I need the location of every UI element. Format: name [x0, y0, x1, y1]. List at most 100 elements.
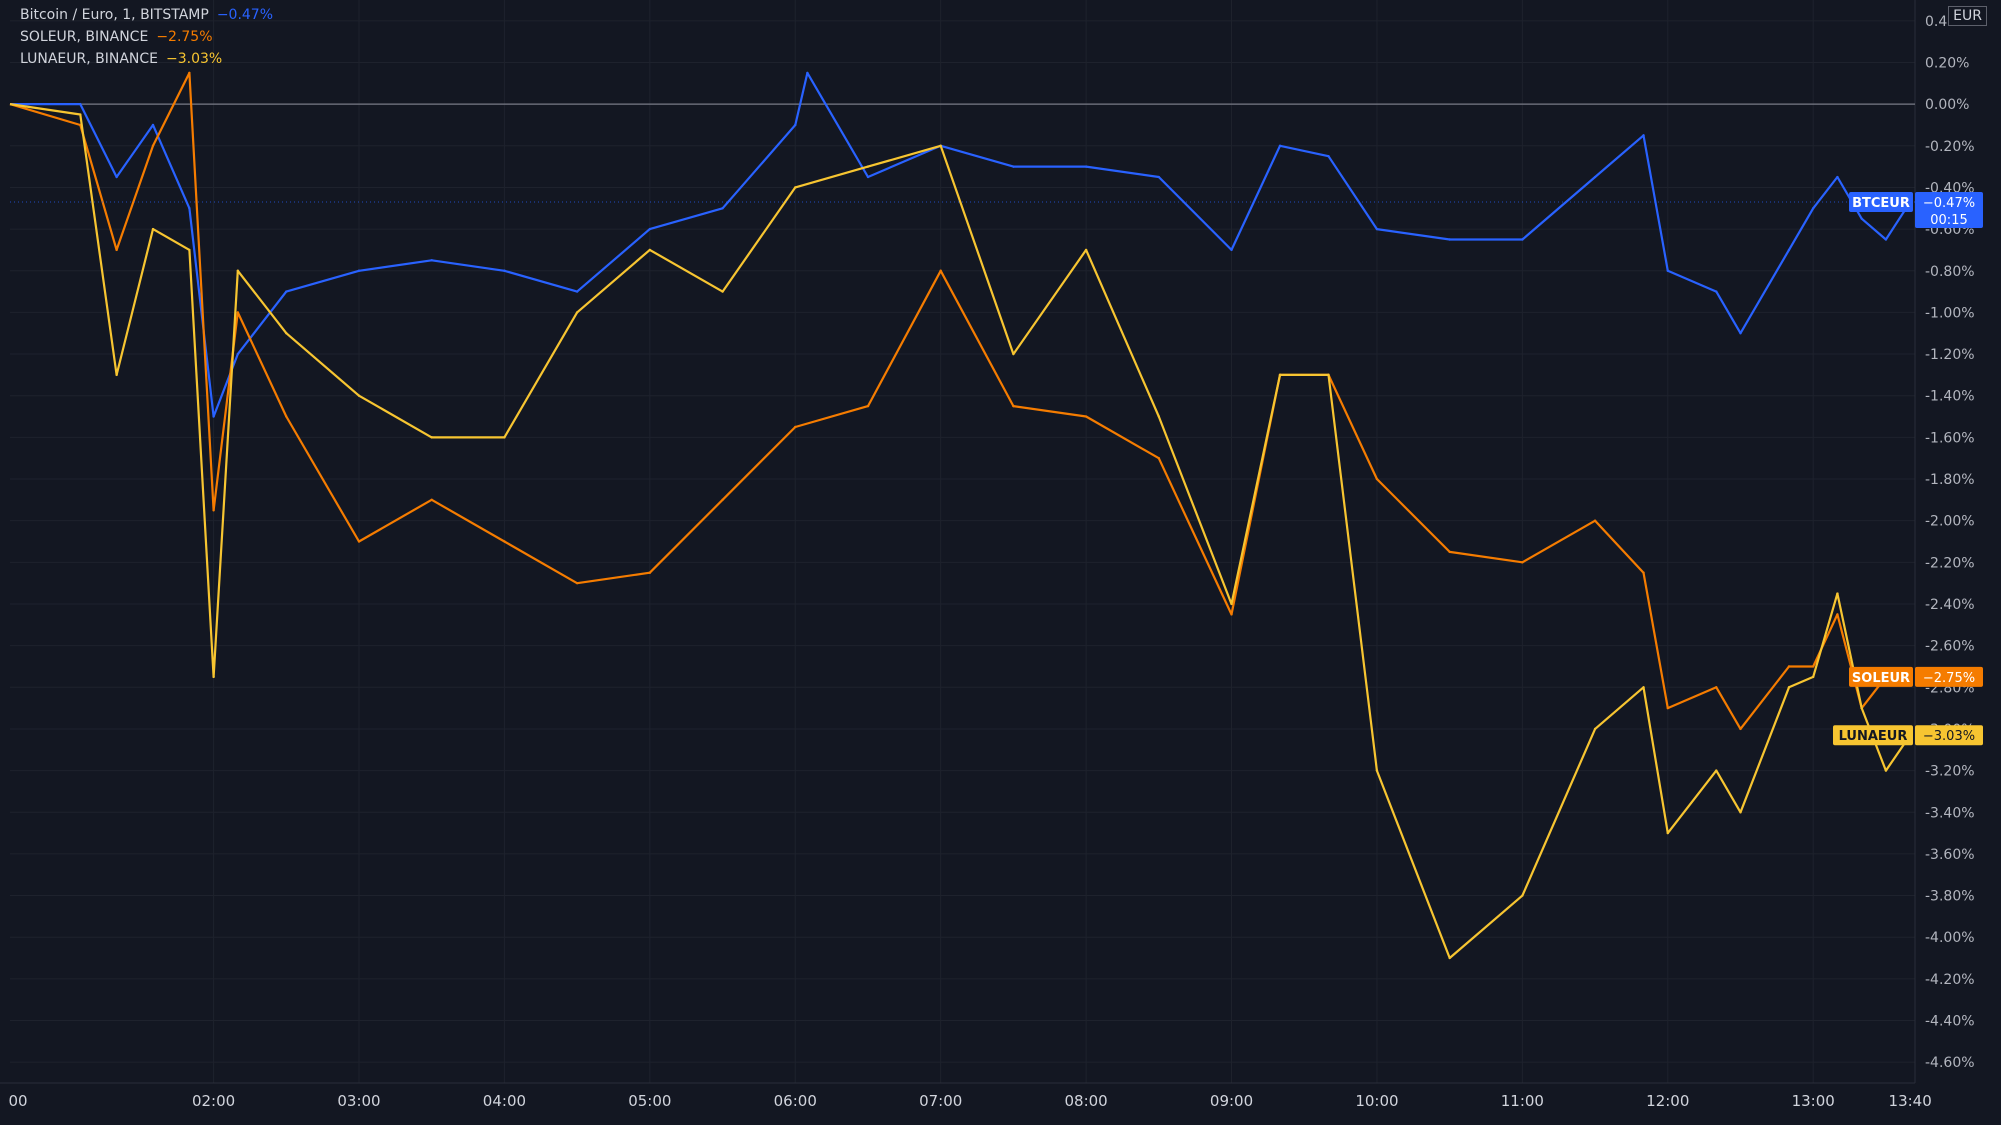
- y-tick-label-22: -4.00%: [1925, 930, 1975, 946]
- data-point-lunaeur-2: [151, 227, 155, 231]
- data-point-lunaeur-10: [575, 311, 579, 314]
- y-tick-label-21: -3.80%: [1925, 889, 1975, 905]
- data-point-btceur-30: [1739, 332, 1742, 335]
- data-point-btceur-13: [794, 123, 797, 127]
- legend-value-btc: −0.47%: [216, 7, 274, 23]
- data-point-soleur-7: [357, 540, 361, 543]
- data-point-lunaeur-13: [794, 186, 797, 189]
- data-point-soleur-27: [1666, 706, 1669, 710]
- currency-unit-badge[interactable]: EUR: [1948, 6, 1987, 26]
- data-point-soleur-19: [1230, 613, 1233, 616]
- series-tag-lunaeur: LUNAEUR: [1839, 729, 1908, 744]
- x-tick-label-1: 02:00: [192, 1092, 235, 1110]
- data-point-soleur-1: [115, 248, 118, 252]
- data-point-btceur-5: [236, 352, 240, 356]
- data-point-lunaeur-17: [1084, 248, 1088, 252]
- price-tag-bg-0: [1915, 192, 1983, 229]
- data-point-soleur-12: [721, 498, 724, 502]
- x-tick-label-2: 03:00: [337, 1092, 380, 1110]
- data-point-lunaeur-16: [1012, 352, 1015, 356]
- price-tag-value-0: −0.47%: [1923, 196, 1975, 211]
- price-tag-value-1: −2.75%: [1923, 671, 1975, 686]
- data-point-btceur-15: [866, 175, 870, 179]
- y-tick-label-23: -4.20%: [1925, 972, 1975, 988]
- series-tag-bg-2: [1833, 725, 1913, 746]
- data-point-lunaeur-14: [866, 165, 870, 168]
- y-tick-label-7: -1.00%: [1925, 305, 1975, 321]
- series-tag-btceur: BTCEUR: [1852, 196, 1910, 211]
- series-tag-soleur: SOLEUR: [1852, 671, 1910, 686]
- data-point-soleur-32: [1836, 613, 1839, 616]
- x-tick-label-6: 07:00: [919, 1092, 962, 1110]
- y-tick-label-6: -0.80%: [1925, 264, 1975, 280]
- data-point-soleur-31: [1812, 665, 1815, 668]
- data-point-soleur-9: [503, 540, 506, 543]
- data-point-lunaeur-26: [1642, 686, 1645, 689]
- data-point-btceur-4: [212, 415, 215, 418]
- data-point-soleur-23: [1448, 550, 1451, 554]
- data-point-lunaeur-25: [1593, 727, 1597, 731]
- legend-value-sol: −2.75%: [156, 29, 213, 45]
- data-point-soleur-4: [212, 509, 215, 512]
- data-point-btceur-6: [285, 290, 288, 293]
- series-tag-bg-1: [1849, 666, 1913, 687]
- data-point-soleur-13: [794, 425, 797, 429]
- data-point-lunaeur-8: [430, 436, 433, 439]
- y-tick-label-10: -1.60%: [1925, 430, 1975, 446]
- data-point-lunaeur-19: [1230, 602, 1233, 606]
- legend: Bitcoin / Euro, 1, BITSTAMP −0.47% SOLEUR…: [20, 4, 273, 70]
- legend-item-btc[interactable]: Bitcoin / Euro, 1, BITSTAMP −0.47%: [20, 4, 273, 26]
- data-point-lunaeur-32: [1836, 592, 1839, 595]
- data-point-lunaeur-34: [1884, 769, 1888, 772]
- x-tick-label-7: 08:00: [1064, 1092, 1107, 1110]
- data-point-btceur-19: [1157, 175, 1161, 179]
- x-tick-label-9: 10:00: [1355, 1092, 1398, 1110]
- x-tick-label-0: 00: [8, 1092, 27, 1110]
- data-point-soleur-25: [1593, 519, 1597, 522]
- data-point-lunaeur-11: [648, 248, 652, 252]
- data-point-lunaeur-7: [357, 394, 361, 397]
- data-point-btceur-3: [188, 207, 191, 210]
- data-point-lunaeur-31: [1812, 675, 1815, 679]
- data-point-btceur-35: [1884, 238, 1888, 241]
- x-tick-label-5: 06:00: [774, 1092, 817, 1110]
- legend-label-luna: LUNAEUR, BINANCE: [20, 51, 158, 67]
- data-point-lunaeur-6: [285, 332, 288, 335]
- data-point-btceur-29: [1715, 290, 1718, 293]
- legend-value-luna: −3.03%: [166, 51, 223, 67]
- legend-item-sol[interactable]: SOLEUR, BINANCE −2.75%: [20, 26, 273, 48]
- price-tag-value-2: −3.03%: [1923, 729, 1975, 744]
- data-point-lunaeur-4: [212, 675, 215, 679]
- data-point-lunaeur-22: [1375, 769, 1379, 772]
- legend-item-luna[interactable]: LUNAEUR, BINANCE −3.03%: [20, 48, 273, 70]
- y-tick-label-9: -1.40%: [1925, 389, 1975, 405]
- y-tick-label-15: -2.60%: [1925, 639, 1975, 655]
- data-point-lunaeur-0: [79, 113, 82, 116]
- data-point-btceur-33: [1836, 175, 1839, 179]
- data-point-soleur-24: [1521, 561, 1524, 564]
- data-point-btceur-32: [1812, 207, 1815, 210]
- data-point-lunaeur-21: [1327, 373, 1330, 377]
- data-point-lunaeur-23: [1448, 956, 1451, 960]
- y-tick-label-20: -3.60%: [1925, 847, 1975, 863]
- data-point-btceur-31: [1787, 248, 1791, 252]
- data-point-btceur-26: [1593, 175, 1597, 179]
- data-point-btceur-11: [648, 227, 652, 231]
- y-tick-label-1: 0.20%: [1925, 55, 1969, 71]
- data-point-lunaeur-18: [1157, 415, 1161, 418]
- y-tick-label-14: -2.40%: [1925, 597, 1975, 613]
- x-tick-label-12: 13:00: [1792, 1092, 1835, 1110]
- data-point-lunaeur-33: [1860, 706, 1863, 710]
- y-tick-label-2: 0.00%: [1925, 97, 1969, 113]
- data-point-soleur-11: [648, 571, 652, 574]
- x-tick-label-13: 13:40: [1889, 1092, 1932, 1110]
- data-point-btceur-24: [1448, 238, 1451, 241]
- data-point-soleur-26: [1642, 571, 1645, 574]
- x-tick-label-4: 05:00: [628, 1092, 671, 1110]
- data-point-soleur-5: [236, 311, 240, 314]
- data-point-soleur-8: [430, 498, 433, 502]
- data-point-btceur-7: [357, 269, 361, 272]
- y-tick-label-12: -2.00%: [1925, 514, 1975, 530]
